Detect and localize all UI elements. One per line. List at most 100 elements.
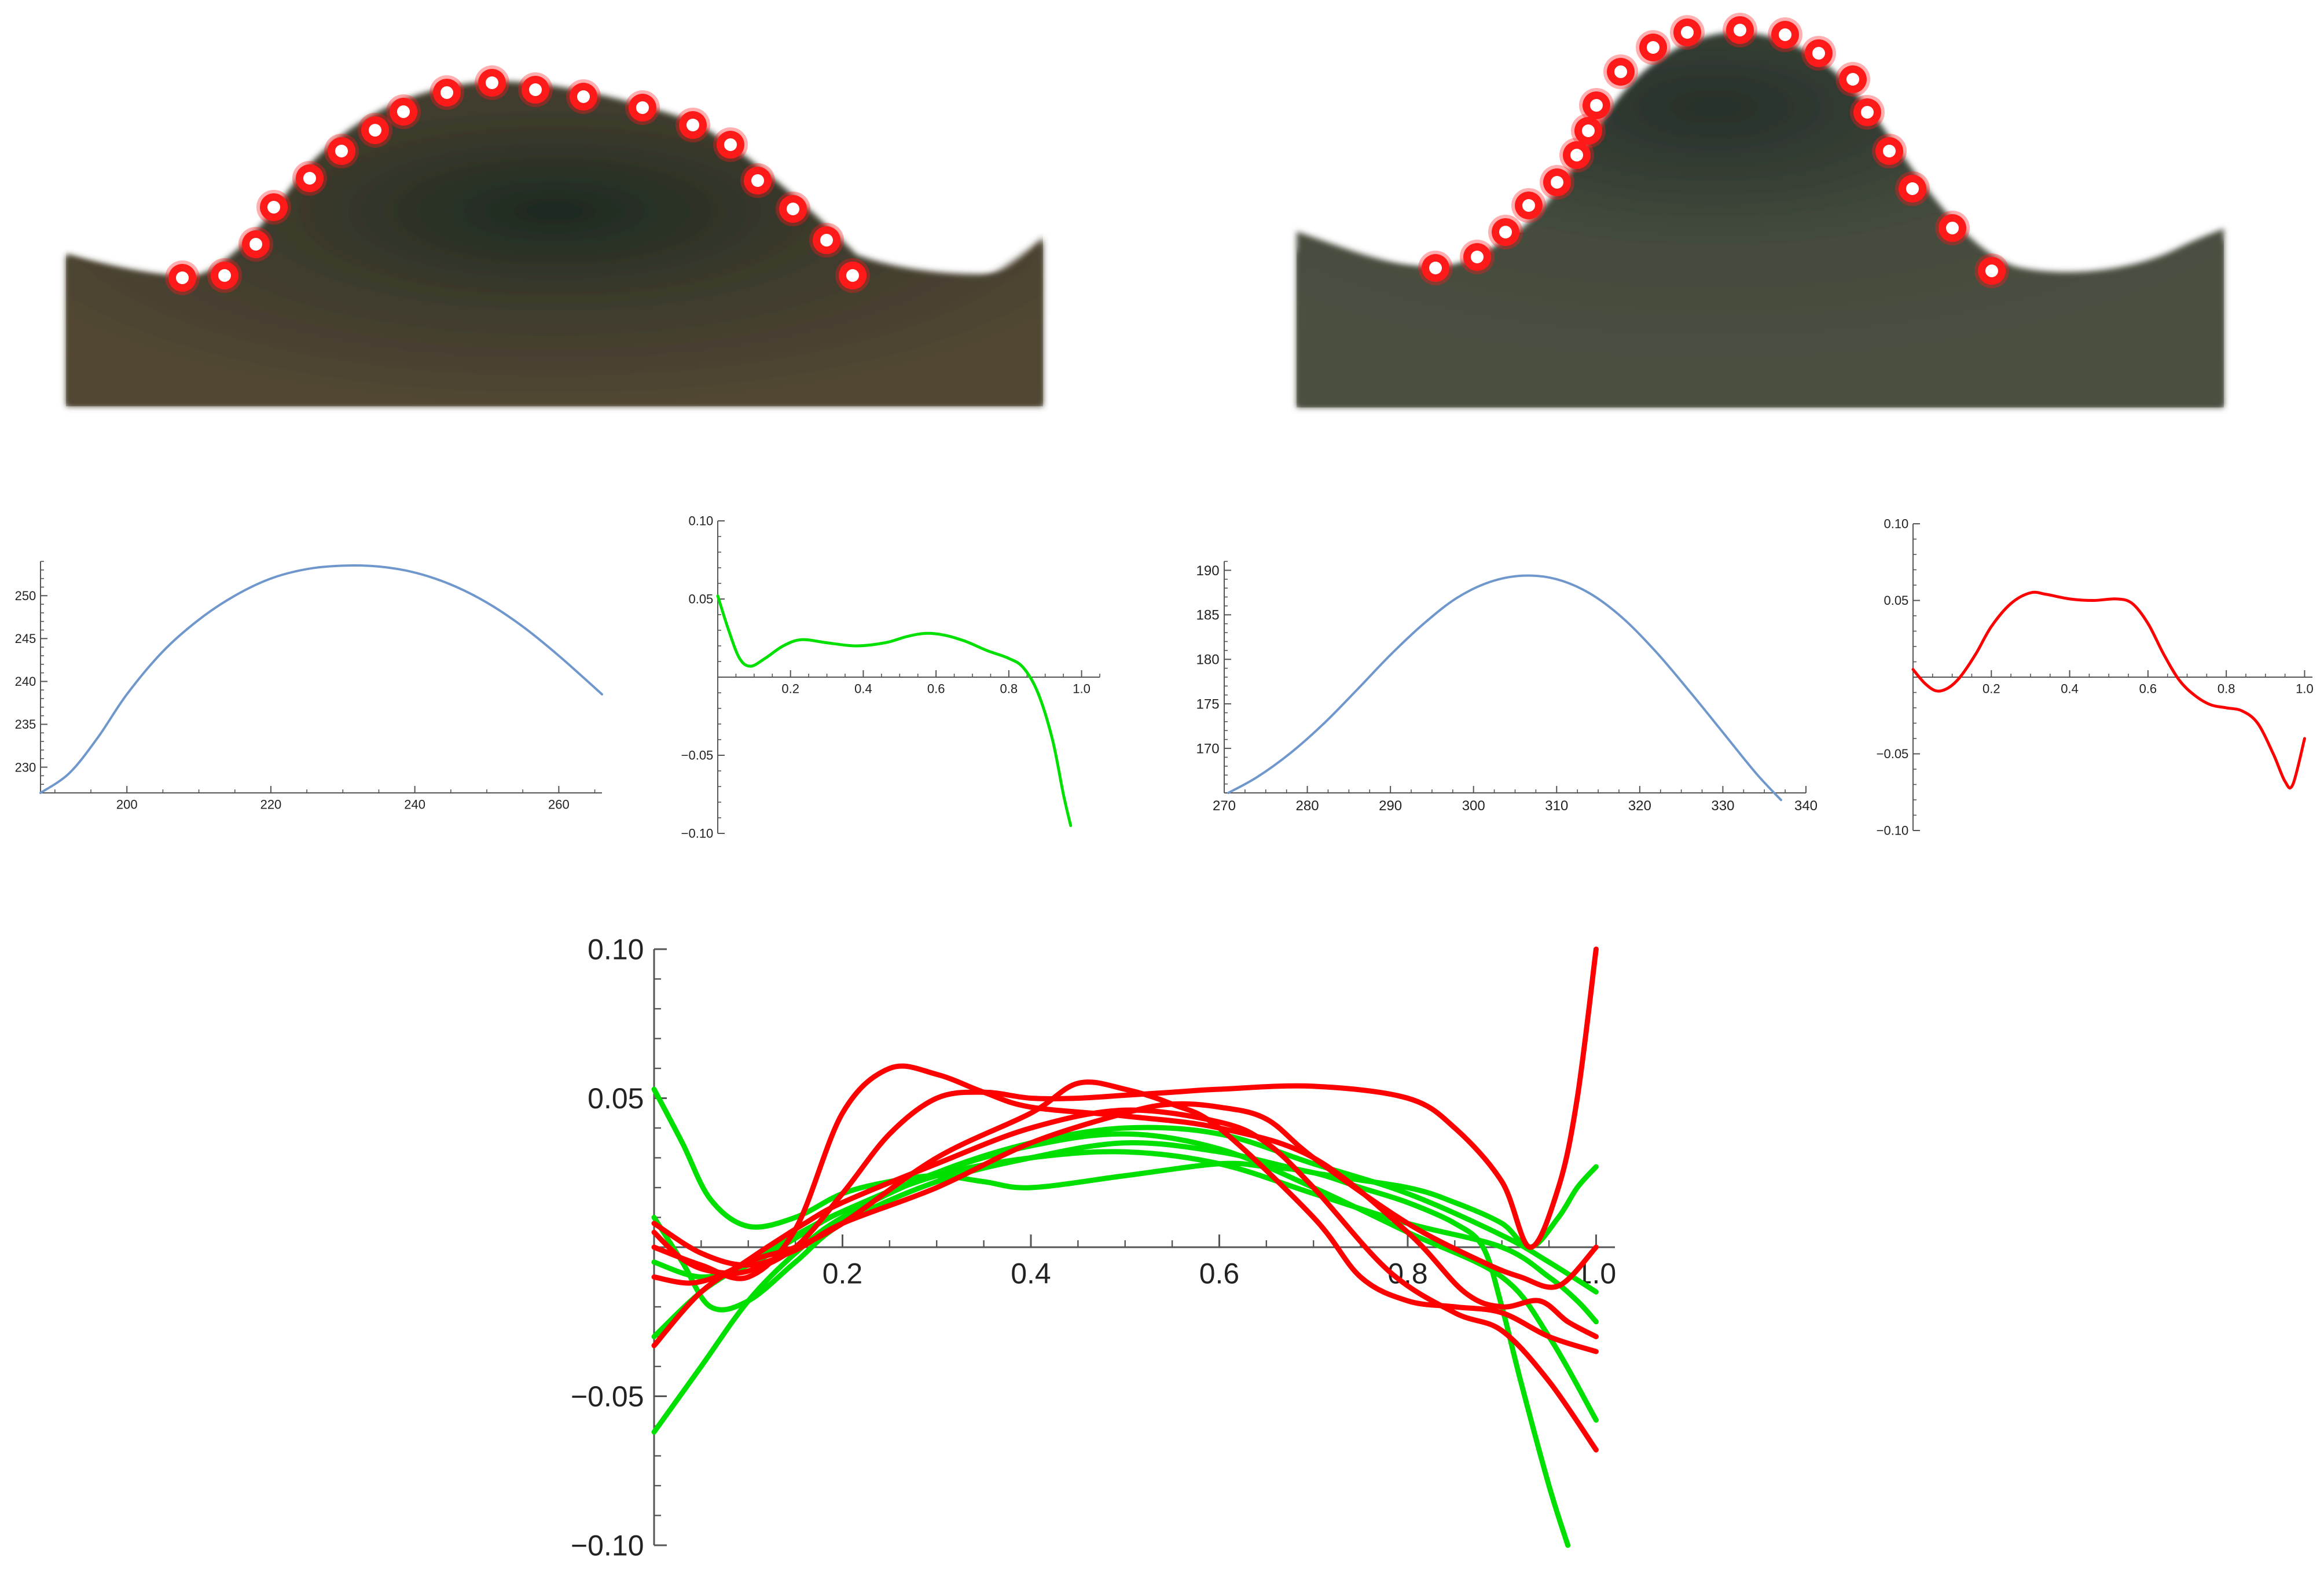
series-line	[716, 594, 1073, 827]
landmark-overlay	[66, 13, 2224, 407]
right-landmark-point	[1579, 88, 1614, 123]
y-tick-label: −0.10	[571, 1530, 644, 1562]
right-landmark-point	[1488, 215, 1523, 249]
left-landmark-point	[207, 258, 242, 293]
right-landmark-point	[1895, 171, 1930, 206]
right-landmark-point	[1636, 30, 1671, 65]
x-tick-label: 0.8	[1000, 682, 1018, 696]
series-line	[651, 1125, 1599, 1435]
y-tick-label: 170	[1196, 741, 1220, 756]
right-landmark-point	[1835, 62, 1870, 97]
y-tick-label: −0.05	[681, 748, 714, 763]
left-landmark-point	[429, 75, 464, 110]
series-line	[39, 564, 603, 794]
y-tick-label: 190	[1196, 563, 1220, 579]
x-tick-label: 310	[1545, 798, 1568, 814]
x-tick-label: 0.2	[1982, 682, 2000, 696]
x-tick-label: 0.8	[2217, 682, 2235, 696]
left-landmark-point	[256, 190, 291, 225]
left-landmark-point	[358, 113, 392, 148]
x-tick-label: 270	[1213, 798, 1236, 814]
x-tick-label: 1.0	[1073, 682, 1091, 696]
series-line	[651, 1086, 1571, 1548]
left-landmark-point	[292, 161, 327, 196]
x-tick-label: 0.4	[1011, 1258, 1051, 1290]
right-landmark-point	[1540, 165, 1574, 200]
y-tick-label: 0.05	[688, 592, 713, 607]
y-tick-label: −0.10	[1877, 824, 1909, 838]
right-landmark-point	[1723, 13, 1757, 47]
right-landmark-point	[1571, 113, 1606, 148]
right-mound	[1297, 32, 2224, 407]
right-landmark-point	[1603, 54, 1638, 89]
series-line	[651, 1149, 1599, 1325]
y-tick-label: 0.05	[588, 1082, 644, 1115]
right-landmark-point	[1460, 240, 1495, 274]
left-landmark-point	[324, 134, 359, 168]
y-tick-label: 250	[15, 589, 36, 603]
x-tick-label: 240	[404, 798, 425, 812]
y-tick-label: 0.05	[1884, 593, 1908, 608]
right-residual-plot: 0.2 0.4 0.6 0.8 1.0 −0.10 −0.05 0.05 0.10	[1855, 512, 2318, 854]
series-line	[1911, 590, 2306, 790]
x-tick-label: 300	[1462, 798, 1485, 814]
right-landmark-point	[1850, 95, 1885, 130]
y-tick-label: −0.05	[571, 1380, 644, 1413]
left-landmark-point	[713, 127, 748, 162]
right-landmark-point	[1801, 36, 1836, 71]
right-landmark-point	[1511, 188, 1546, 223]
x-tick-label: 200	[116, 798, 138, 812]
left-landmark-point	[835, 258, 870, 293]
left-landmark-point	[776, 192, 810, 226]
series-line	[651, 1131, 1599, 1423]
series-line	[1227, 574, 1782, 802]
y-tick-label: 0.10	[1884, 517, 1908, 531]
x-tick-label: 260	[548, 798, 570, 812]
x-tick-label: 290	[1379, 798, 1402, 814]
right-landmark-point	[1935, 211, 1970, 245]
y-tick-label: 235	[15, 717, 36, 732]
x-tick-label: 0.4	[2061, 682, 2079, 696]
x-tick-label: 340	[1794, 798, 1818, 814]
y-tick-label: 180	[1196, 652, 1220, 668]
x-tick-label: 330	[1711, 798, 1734, 814]
combined-residual-plot: 0.2 0.4 0.6 0.8 1.0 −0.10 −0.05 0.05 0.10	[538, 926, 1638, 1568]
y-tick-label: 245	[15, 631, 36, 646]
y-tick-label: 185	[1196, 608, 1220, 623]
right-landmark-point	[1418, 251, 1453, 285]
right-landmark-point	[1974, 253, 2009, 288]
x-tick-label: 0.6	[2139, 682, 2157, 696]
left-landmark-point	[475, 65, 509, 100]
y-tick-label: 0.10	[588, 934, 644, 966]
y-tick-label: 230	[15, 760, 36, 774]
left-landmark-point	[740, 163, 775, 198]
right-landmark-point	[1872, 134, 1907, 168]
y-tick-label: 175	[1196, 697, 1220, 712]
y-tick-label: −0.05	[1877, 747, 1909, 761]
series-line	[651, 1079, 1599, 1354]
x-tick-label: 0.2	[781, 682, 799, 696]
left-landmark-point	[566, 79, 601, 114]
y-tick-label: −0.10	[681, 826, 714, 841]
right-landmark-point	[1670, 15, 1705, 50]
left-residual-plot: 0.2 0.4 0.6 0.8 1.0 −0.10 −0.05 0.05 0.10	[654, 509, 1106, 857]
x-tick-label: 0.6	[1199, 1258, 1240, 1290]
left-landmark-point	[386, 94, 421, 129]
series-line	[651, 1101, 1599, 1290]
x-tick-label: 0.6	[927, 682, 945, 696]
left-profile-plot: 200 220 240 260 230 235 240 245 250	[6, 550, 614, 828]
x-tick-label: 320	[1628, 798, 1651, 814]
y-tick-label: 0.10	[688, 514, 713, 528]
right-landmark-point	[1559, 138, 1594, 172]
left-mound	[66, 81, 1043, 406]
left-landmark-point	[625, 90, 660, 125]
x-tick-label: 280	[1296, 798, 1319, 814]
left-landmark-point	[165, 260, 200, 295]
right-landmark-point	[1768, 17, 1802, 52]
left-landmark-point	[238, 227, 273, 262]
left-landmark-point	[675, 108, 710, 142]
left-landmark-point	[518, 72, 553, 107]
right-profile-plot: 270 280 290 300 310 320 330 340 170 175 180 185 190	[1181, 550, 1818, 828]
x-tick-label: 0.4	[854, 682, 872, 696]
y-tick-label: 240	[15, 674, 36, 689]
